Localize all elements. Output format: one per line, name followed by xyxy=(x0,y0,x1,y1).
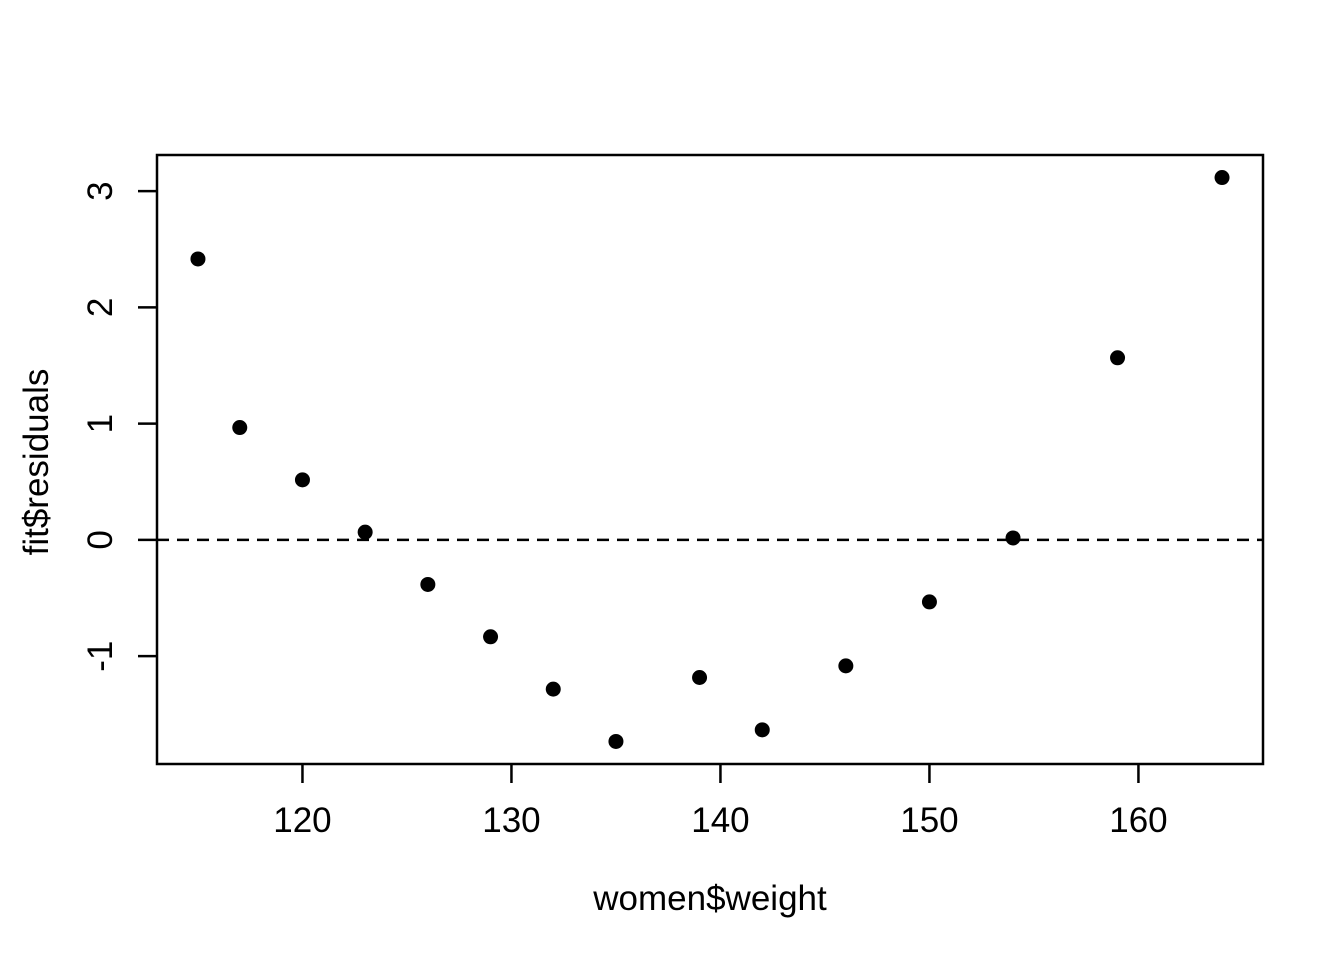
data-point xyxy=(1005,530,1021,546)
data-point xyxy=(420,576,436,592)
plot-box xyxy=(155,153,1265,766)
y-axis-title: fit$residuals xyxy=(17,368,56,556)
y-tick-label: 1 xyxy=(81,414,120,433)
data-point xyxy=(294,472,310,488)
x-tick-label: 120 xyxy=(273,801,331,840)
data-point xyxy=(232,420,248,436)
data-point xyxy=(1110,350,1126,366)
y-tick-label: -1 xyxy=(81,641,120,672)
x-tick-label: 150 xyxy=(900,801,958,840)
data-point xyxy=(754,722,770,738)
x-tick-label: 140 xyxy=(691,801,749,840)
data-point xyxy=(921,594,937,610)
x-axis-title: women$weight xyxy=(593,879,827,918)
data-point xyxy=(838,658,854,674)
data-point xyxy=(357,524,373,540)
y-tick-label: 2 xyxy=(81,298,120,317)
x-tick-label: 160 xyxy=(1109,801,1167,840)
data-point xyxy=(190,251,206,267)
x-tick-label: 130 xyxy=(482,801,540,840)
y-tick-label: 3 xyxy=(81,181,120,200)
data-point xyxy=(608,733,624,749)
data-point xyxy=(545,681,561,697)
data-point xyxy=(1214,170,1230,186)
data-point xyxy=(692,669,708,685)
data-point xyxy=(483,629,499,645)
y-tick-label: 0 xyxy=(81,530,120,549)
